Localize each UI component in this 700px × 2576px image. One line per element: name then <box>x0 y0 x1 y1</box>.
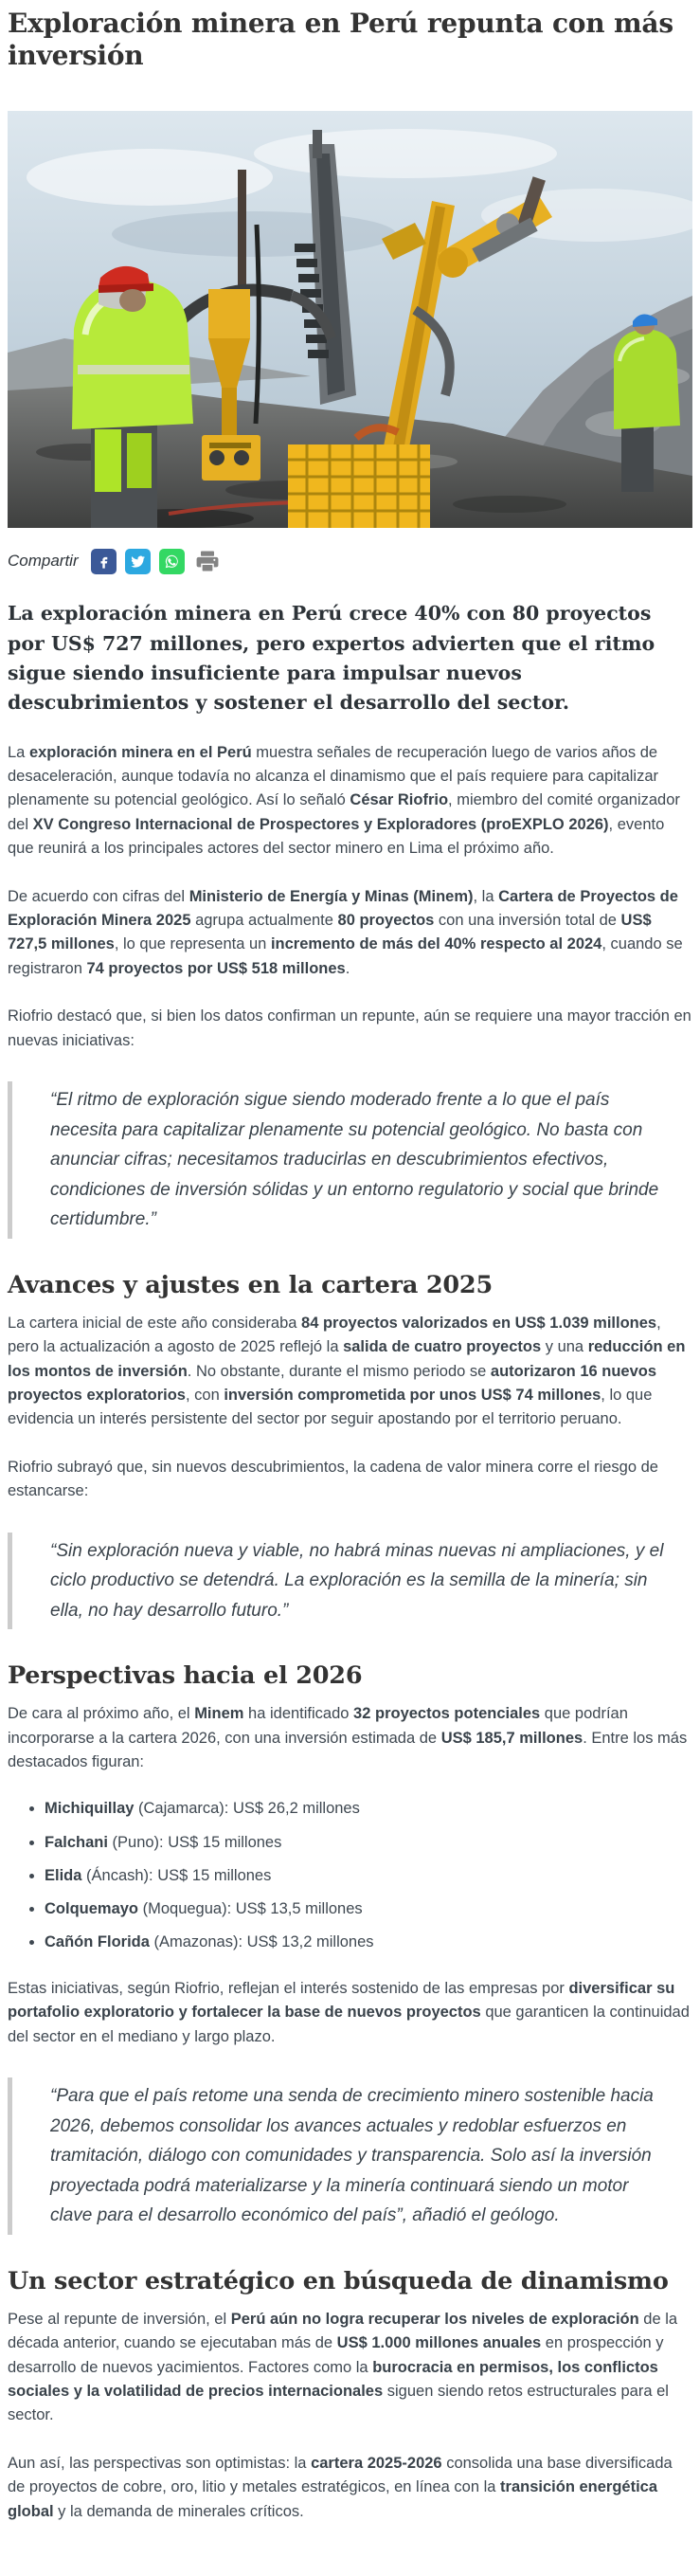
facebook-share-button[interactable] <box>90 548 117 574</box>
list-item-falchani: Falchani (Puno): US$ 15 millones <box>45 1832 692 1854</box>
paragraph-minem-figures: De acuerdo con cifras del Ministerio de … <box>8 887 683 977</box>
section-heading-sector-estrategico: Un sector estratégico en búsqueda de din… <box>8 2266 669 2295</box>
list-item-canon-florida: Cañón Florida (Amazonas): US$ 13,2 millo… <box>45 1932 692 1953</box>
section-heading-avances: Avances y ajustes en la cartera 2025 <box>8 1270 494 1299</box>
list-item-colquemayo: Colquemayo (Moquegua): US$ 13,5 millones <box>45 1898 692 1920</box>
quote-senda-crecimiento: “Para que el país retome una senda de cr… <box>8 2077 692 2235</box>
quote-rhythm: “El ritmo de exploración sigue siendo mo… <box>8 1081 692 1239</box>
article-lead: La exploración minera en Perú crece 40% … <box>8 602 655 715</box>
paragraph-intro: La exploración minera en el Perú muestra… <box>8 743 680 858</box>
whatsapp-icon <box>165 554 178 568</box>
section-heading-perspectivas: Perspectivas hacia el 2026 <box>8 1661 363 1691</box>
quote-semilla: “Sin exploración nueva y viable, no habr… <box>8 1532 692 1630</box>
paragraph-riofrio-intro-quote: Riofrio destacó que, si bien los datos c… <box>8 1007 691 1049</box>
printer-icon <box>196 551 219 571</box>
paragraph-proyectos-2026: De cara al próximo año, el Minem ha iden… <box>8 1705 688 1770</box>
twitter-icon <box>130 555 145 568</box>
paragraph-retos: Pese al repunte de inversión, el Perú aú… <box>8 2310 678 2424</box>
mining-drill-photo <box>8 111 692 529</box>
twitter-share-button[interactable] <box>124 548 151 574</box>
list-item-michiquillay: Michiquillay (Cajamarca): US$ 26,2 millo… <box>45 1798 692 1820</box>
list-item-elida: Elida (Áncash): US$ 15 millones <box>45 1865 692 1887</box>
share-bar: Compartir <box>8 547 692 575</box>
print-button[interactable] <box>193 547 222 575</box>
paragraph-iniciativas: Estas iniciativas, según Riofrio, reflej… <box>8 1979 690 2045</box>
article-hero-image <box>8 111 692 529</box>
article-body: La exploración minera en el Perú muestra… <box>8 741 692 2524</box>
share-label: Compartir <box>8 552 79 571</box>
paragraph-riofrio-estancarse: Riofrio subrayó que, sin nuevos descubri… <box>8 1458 658 1500</box>
facebook-icon <box>100 556 107 569</box>
paragraph-perspectivas-optimistas: Aun así, las perspectivas son optimistas… <box>8 2454 673 2520</box>
project-list: Michiquillay (Cajamarca): US$ 26,2 millo… <box>8 1798 692 1952</box>
page-title: Exploración minera en Perú repunta con m… <box>8 8 673 71</box>
whatsapp-share-button[interactable] <box>158 548 185 574</box>
paragraph-cartera-inicial: La cartera inicial de este año considera… <box>8 1314 686 1428</box>
